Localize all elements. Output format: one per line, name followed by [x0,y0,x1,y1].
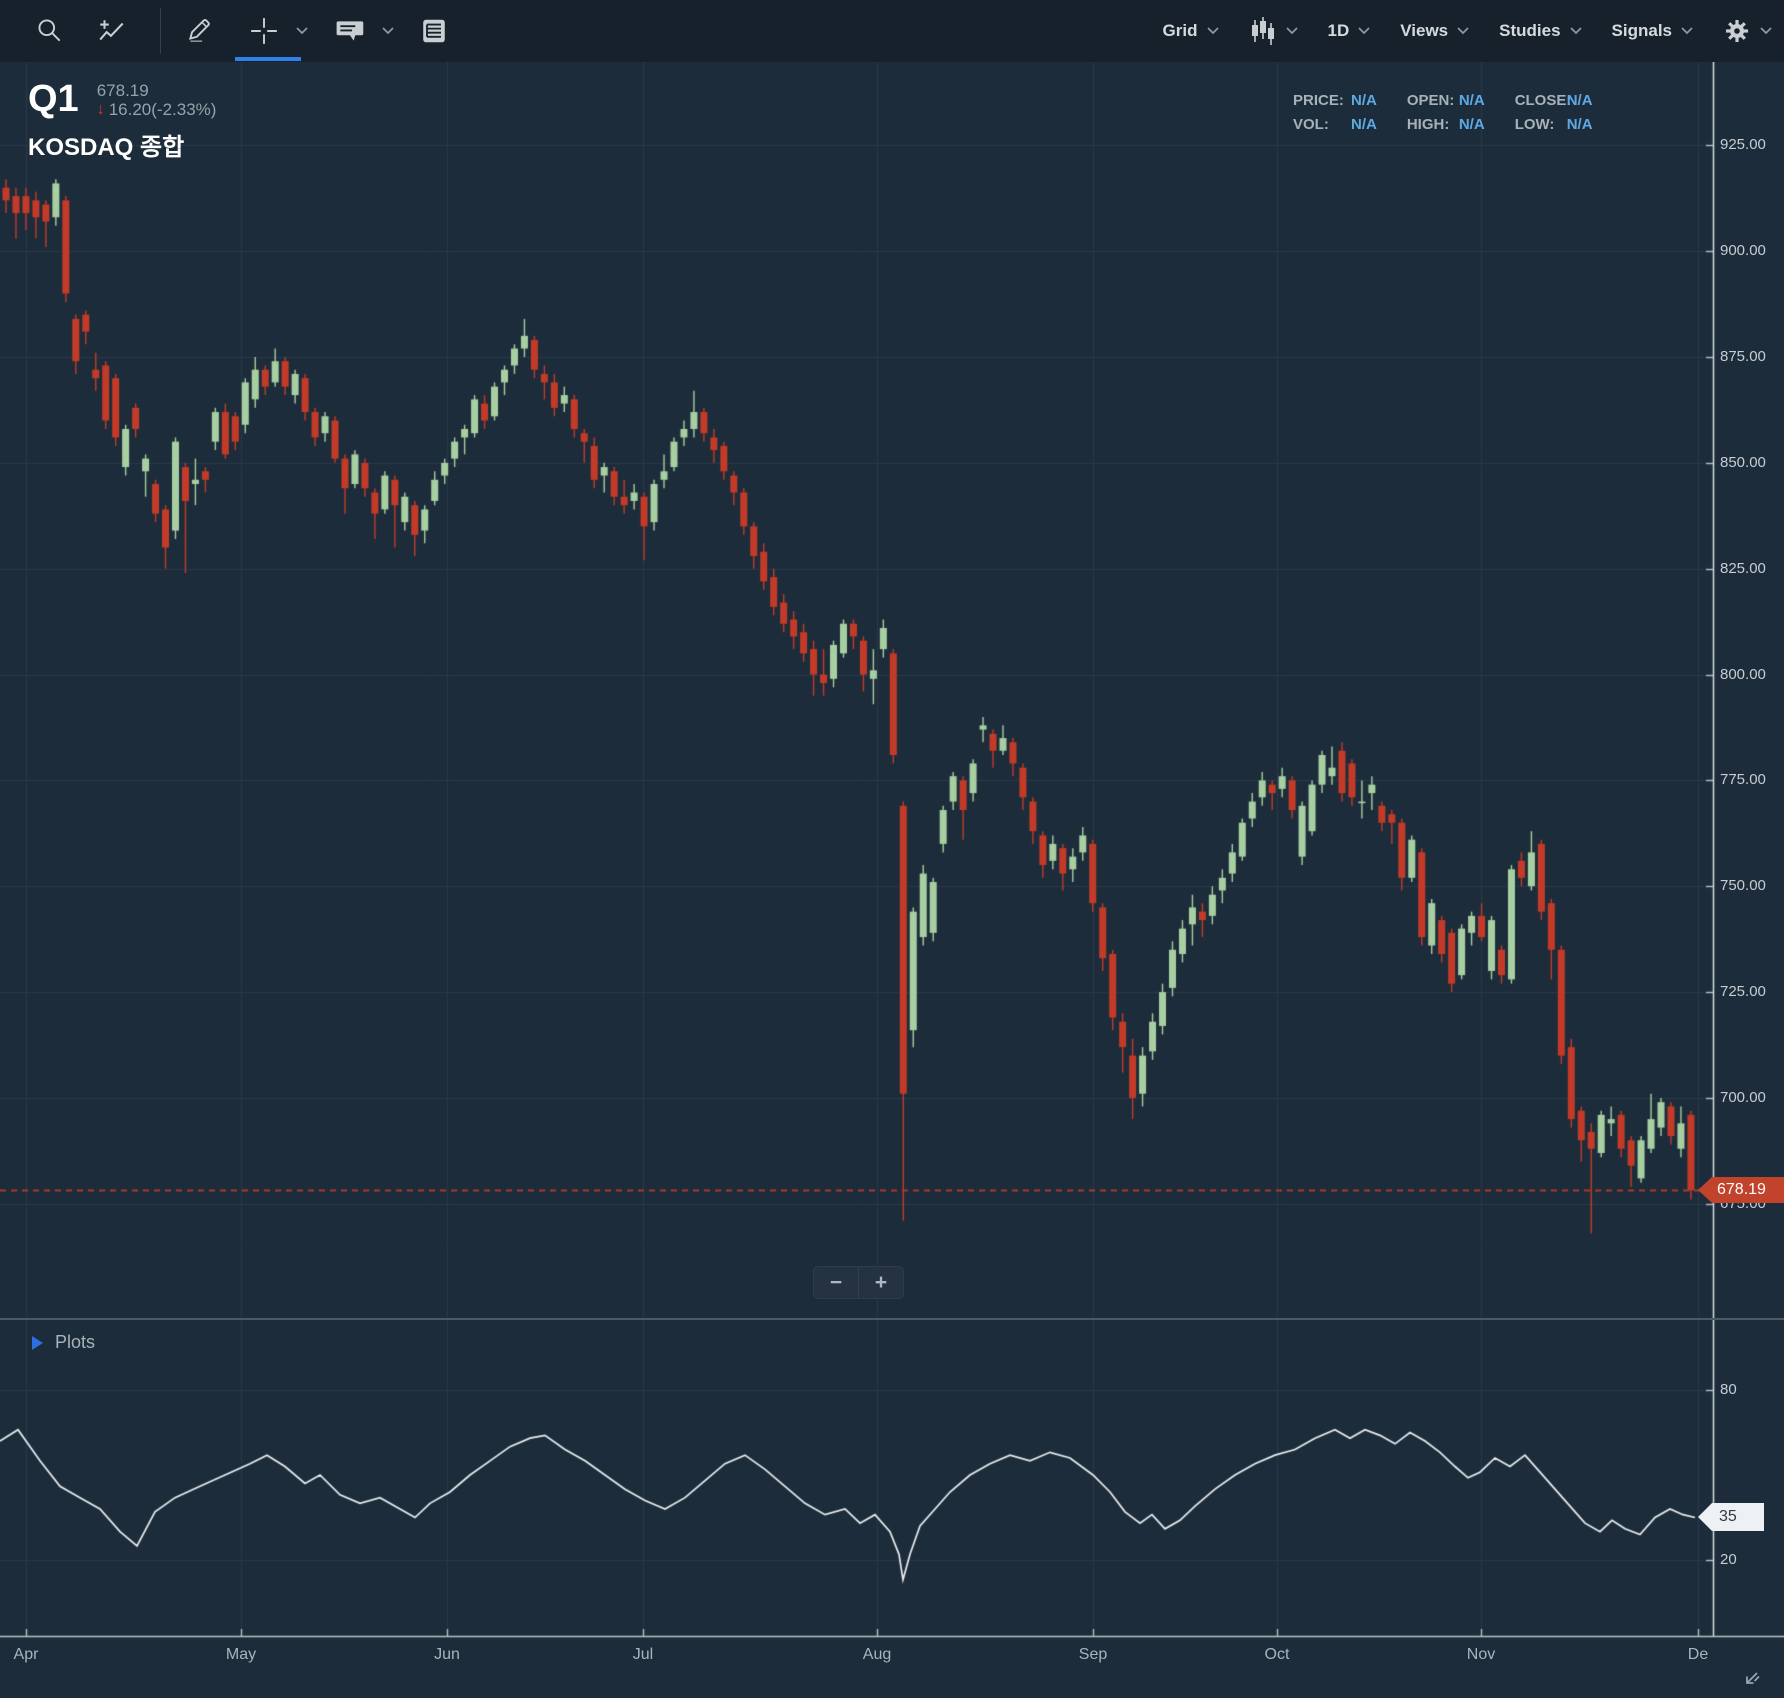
price-axis-label: 925.00 [1720,136,1766,154]
active-tool-underline [235,57,301,61]
annotation-icon[interactable] [328,0,374,62]
price-axis-label: 800.00 [1720,666,1766,684]
chart-type-menu[interactable] [1249,16,1298,46]
close-field-value: N/A [1567,92,1593,110]
high-field-value: N/A [1459,116,1485,134]
indicator-axis-label: 20 [1720,1551,1737,1569]
low-field-value: N/A [1567,116,1593,134]
current-price-tag: 678.19 [1698,1177,1784,1203]
time-axis-label: Sep [1071,1646,1115,1664]
compare-add-series-icon[interactable] [88,0,136,62]
studies-menu-label: Studies [1499,21,1560,41]
time-axis-label: Oct [1255,1646,1299,1664]
period-menu-label: 1D [1328,21,1350,41]
chart-header: Q1 678.19 ↓ 16.20(-2.33%) KOSDAQ 종합 [28,80,216,162]
zoom-out-button[interactable]: − [814,1267,858,1298]
draw-pencil-icon[interactable] [176,0,224,62]
toolbar-right-group: Grid 1D Views Studies Signals [1163,0,1772,62]
price-axis-label: 850.00 [1720,454,1766,472]
signals-menu-label: Signals [1612,21,1672,41]
time-axis-label: Apr [4,1646,48,1664]
vol-field-value: N/A [1351,116,1377,134]
open-field-value: N/A [1459,92,1485,110]
expand-triangle-icon [32,1336,43,1350]
settings-menu[interactable] [1723,17,1772,45]
table-view-icon[interactable] [412,0,456,62]
crosshair-icon[interactable] [242,0,286,62]
quote-info-panel: PRICE:N/A VOL:N/A OPEN:N/A HIGH:N/A CLOS… [1293,92,1593,134]
price-axis-label: 775.00 [1720,771,1766,789]
time-axis-label: Jun [425,1646,469,1664]
grid-menu[interactable]: Grid [1163,21,1219,41]
price-axis-label: 750.00 [1720,877,1766,895]
gear-icon [1723,17,1751,45]
annotation-dropdown-chevron-icon[interactable] [374,0,394,62]
price-axis-label: 825.00 [1720,560,1766,578]
price-field-label: PRICE: [1293,92,1351,110]
high-field-label: HIGH: [1407,116,1459,134]
price-axis-label: 875.00 [1720,348,1766,366]
low-field-label: LOW: [1515,116,1567,134]
time-axis-label: Jul [621,1646,665,1664]
time-axis-label: Aug [855,1646,899,1664]
time-axis-label: De [1676,1646,1720,1664]
zoom-in-button[interactable]: + [859,1267,903,1298]
instrument-name-label: KOSDAQ 종합 [28,127,216,162]
signals-menu[interactable]: Signals [1612,21,1693,41]
top-toolbar: Grid 1D Views Studies Signals [0,0,1784,62]
time-axis-label: May [219,1646,263,1664]
price-axis-label: 700.00 [1720,1089,1766,1107]
vol-field-label: VOL: [1293,116,1351,134]
time-axis-label: Nov [1459,1646,1503,1664]
collapse-arrows-icon [1740,1666,1764,1690]
indicator-axis-label: 80 [1720,1381,1737,1399]
open-field-label: OPEN: [1407,92,1459,110]
symbol-label: Q1 [28,80,79,118]
panel-divider[interactable] [0,1318,1784,1320]
indicator-value-tag: 35 [1698,1503,1764,1531]
views-menu[interactable]: Views [1400,21,1469,41]
studies-menu[interactable]: Studies [1499,21,1581,41]
crosshair-dropdown-chevron-icon[interactable] [288,0,308,62]
search-icon[interactable] [28,0,72,62]
change-down-arrow-icon: ↓ [97,100,105,119]
grid-menu-label: Grid [1163,21,1198,41]
period-menu[interactable]: 1D [1328,21,1371,41]
price-axis-label: 725.00 [1720,983,1766,1001]
chart-canvas[interactable] [0,0,1784,1698]
zoom-controls: − + [813,1266,904,1299]
collapse-chart-button[interactable] [1740,1666,1764,1690]
price-field-value: N/A [1351,92,1377,110]
price-axis-label: 900.00 [1720,242,1766,260]
last-price-label: 678.19 [97,82,217,100]
chart-application: Grid 1D Views Studies Signals [0,0,1784,1698]
close-field-label: CLOSE: [1515,92,1567,110]
toolbar-divider [160,8,161,54]
plots-panel-toggle[interactable]: Plots [32,1332,95,1353]
candle-chart-icon [1249,16,1277,46]
change-label: 16.20(-2.33%) [109,100,217,119]
plots-panel-label: Plots [55,1332,95,1353]
views-menu-label: Views [1400,21,1448,41]
